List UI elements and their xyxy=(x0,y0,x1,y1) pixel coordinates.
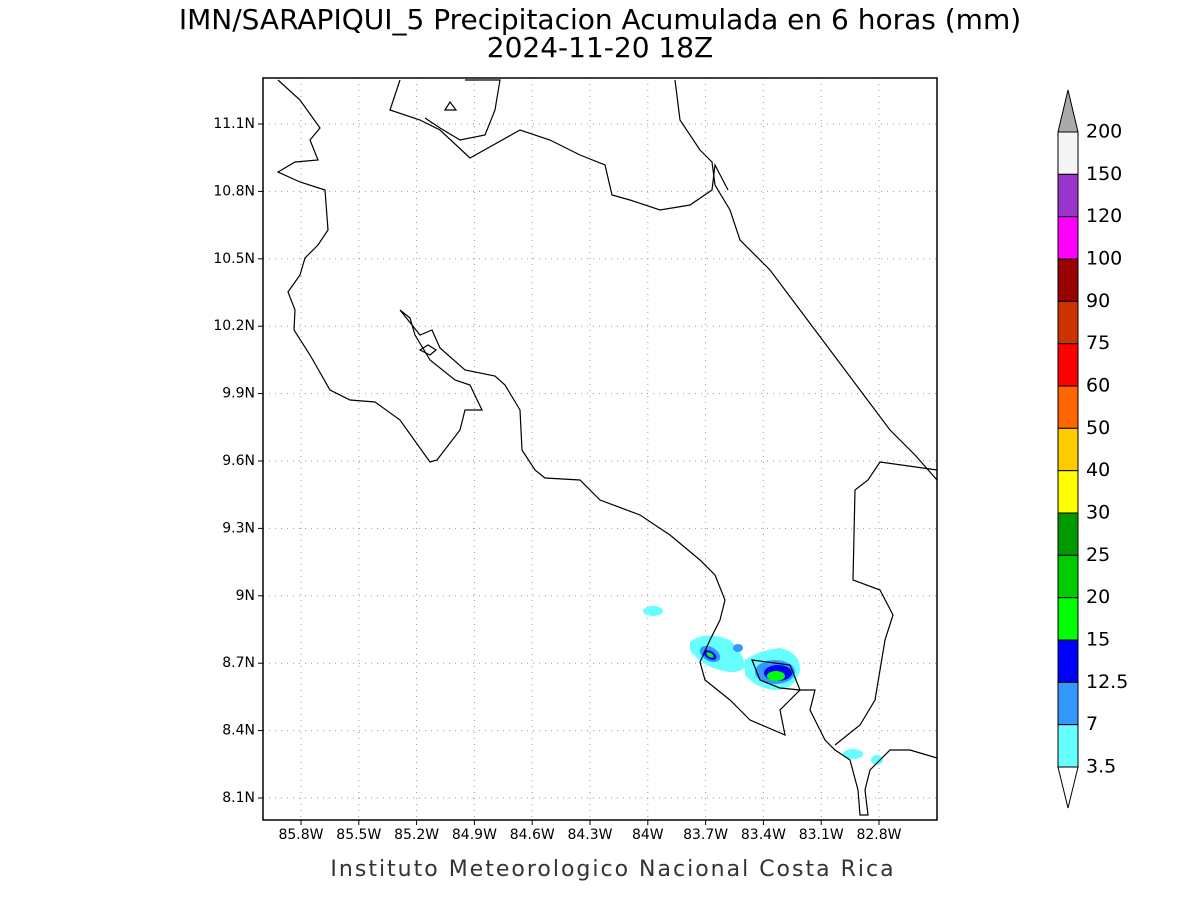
level-label: 30 xyxy=(1086,502,1110,524)
colorbar: 200 150 120 100 90 75 60 50 40 30 25 20 15 12.5 7 3.5 xyxy=(1057,89,1128,809)
title: IMN/SARAPIQUI_5 Precipitacion Acumulada … xyxy=(179,3,1021,36)
coastlines xyxy=(276,79,938,816)
color-segment xyxy=(1057,597,1079,641)
level-label: 15 xyxy=(1086,629,1110,651)
color-segment xyxy=(1057,639,1079,683)
lon-label: 84.9W xyxy=(452,827,497,843)
precip-area xyxy=(643,606,663,616)
level-label: 100 xyxy=(1086,248,1122,270)
precip-area xyxy=(871,755,883,765)
pacific-coast xyxy=(276,79,938,816)
lat-label: 11.1N xyxy=(213,116,255,132)
color-segment xyxy=(1057,300,1079,345)
color-segment xyxy=(1057,216,1079,260)
lat-label: 8.7N xyxy=(222,655,255,671)
level-label: 40 xyxy=(1086,459,1110,481)
precip-area xyxy=(733,644,743,652)
lat-label: 9.3N xyxy=(222,520,255,536)
level-label: 75 xyxy=(1086,332,1110,354)
color-segment xyxy=(1057,681,1079,726)
color-segment xyxy=(1057,724,1079,768)
lon-label: 85.5W xyxy=(336,827,381,843)
color-segment xyxy=(1057,470,1079,514)
lat-label: 9.9N xyxy=(222,386,255,402)
grid: 11.1N 10.8N 10.5N 10.2N 9.9N 9.6N 9.3N 9N 8.7N 8.… xyxy=(213,78,937,843)
map-frame xyxy=(262,77,938,821)
northern-border xyxy=(389,79,729,211)
lat-label: 8.1N xyxy=(222,790,255,806)
lon-label: 85.2W xyxy=(394,827,439,843)
level-label: 3.5 xyxy=(1086,756,1116,778)
lat-label: 10.8N xyxy=(213,183,255,199)
color-segment xyxy=(1057,343,1079,387)
lon-label: 82.8W xyxy=(856,827,901,843)
lon-label: 84.3W xyxy=(567,827,612,843)
color-segment xyxy=(1057,554,1079,599)
level-label: 60 xyxy=(1086,375,1110,397)
level-label: 7 xyxy=(1086,713,1098,735)
lake-shore xyxy=(424,79,501,141)
color-segment xyxy=(1057,385,1079,429)
level-label: 200 xyxy=(1086,121,1122,143)
level-label: 25 xyxy=(1086,544,1110,566)
southern-border xyxy=(834,461,938,746)
level-label: 90 xyxy=(1086,290,1110,312)
lon-label: 83.1W xyxy=(799,827,844,843)
lon-label: 83.4W xyxy=(741,827,786,843)
precip-area xyxy=(706,652,714,658)
caribbean-coast xyxy=(674,79,938,481)
color-segment xyxy=(1057,512,1079,556)
footer: Instituto Meteorologico Nacional Costa R… xyxy=(330,857,895,882)
color-segment xyxy=(1057,131,1079,175)
lat-label: 9N xyxy=(236,588,255,604)
precip-area xyxy=(843,749,863,759)
color-segment xyxy=(1057,427,1079,472)
lon-label: 83.7W xyxy=(683,827,728,843)
level-label: 50 xyxy=(1086,417,1110,439)
lon-label: 85.8W xyxy=(278,827,323,843)
subtitle: 2024-11-20 18Z xyxy=(487,31,713,64)
level-label: 20 xyxy=(1086,586,1110,608)
under-triangle xyxy=(1057,766,1079,809)
color-segment xyxy=(1057,258,1079,302)
level-label: 120 xyxy=(1086,205,1122,227)
peninsula xyxy=(418,344,801,691)
lon-label: 84W xyxy=(632,827,664,843)
level-label: 150 xyxy=(1086,163,1122,185)
lat-label: 8.4N xyxy=(222,723,255,739)
lat-label: 10.5N xyxy=(213,251,255,267)
color-segment xyxy=(1057,173,1079,218)
lon-label: 84.6W xyxy=(510,827,555,843)
level-label: 12.5 xyxy=(1086,671,1128,693)
lat-label: 10.2N xyxy=(213,318,255,334)
precipitation xyxy=(643,606,883,765)
lat-label: 9.6N xyxy=(222,453,255,469)
precip-area xyxy=(767,671,785,681)
over-triangle xyxy=(1057,89,1079,133)
